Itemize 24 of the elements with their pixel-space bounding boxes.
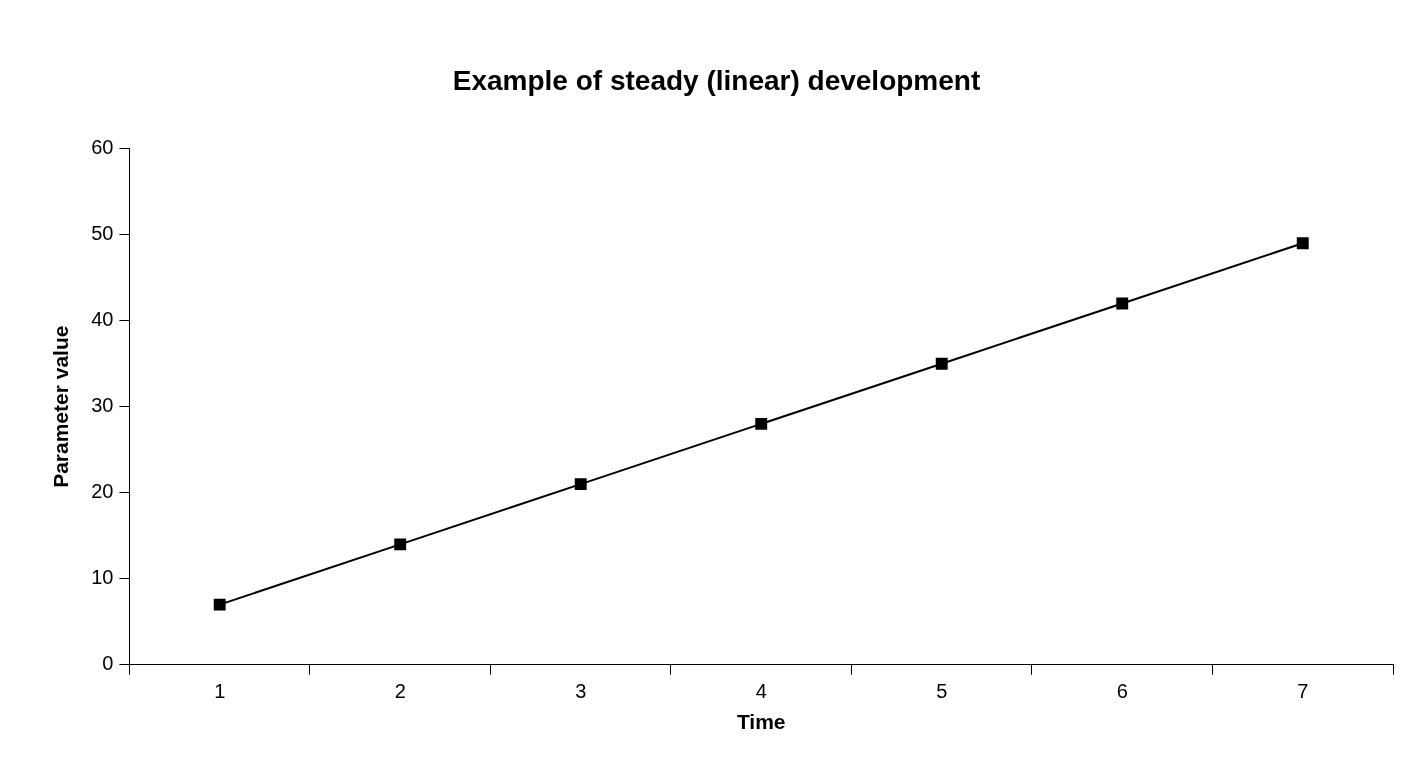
y-tick-label: 20	[91, 480, 114, 503]
x-tick-label: 6	[1116, 680, 1128, 703]
point	[755, 417, 768, 430]
point	[574, 478, 587, 491]
point	[935, 357, 948, 370]
point	[213, 598, 226, 611]
point	[1296, 237, 1309, 250]
y-tick-label: 0	[102, 652, 114, 675]
x-tick-label: 4	[755, 680, 767, 703]
x-axis-title: Time	[736, 710, 786, 734]
point	[1116, 297, 1129, 310]
y-tick-label: 60	[91, 136, 114, 159]
chart-title: Example of steady (linear) development	[452, 64, 981, 96]
x-tick-label: 2	[394, 680, 406, 703]
y-tick-label: 10	[91, 566, 114, 589]
point	[394, 538, 407, 551]
x-tick-label: 1	[214, 680, 226, 703]
y-tick-label: 40	[91, 308, 114, 331]
x-tick-label: 5	[936, 680, 948, 703]
x-tick-label: 7	[1297, 680, 1309, 703]
y-axis-title: Parameter value	[49, 325, 73, 488]
x-tick-label: 3	[575, 680, 587, 703]
y-tick-label: 30	[91, 394, 114, 417]
y-tick-label: 50	[91, 222, 114, 245]
